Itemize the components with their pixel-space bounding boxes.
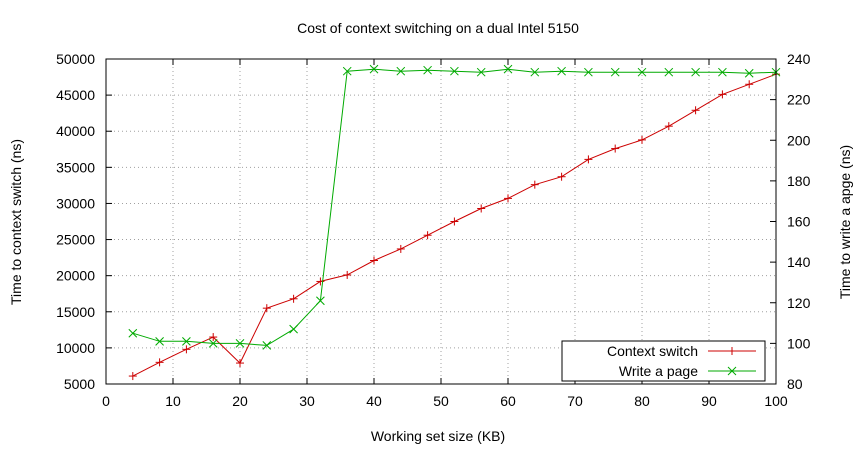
data-point-context-switch [128, 372, 137, 381]
x-tick-label: 80 [634, 393, 650, 409]
grid [106, 59, 776, 384]
data-point-context-switch [504, 194, 512, 203]
data-point-context-switch [396, 244, 405, 253]
y-tick-label: 15000 [56, 304, 95, 320]
x-tick-label: 20 [232, 393, 248, 409]
x-tick-label: 70 [567, 393, 583, 409]
y-tick-label: 10000 [56, 340, 95, 356]
x-tick-label: 30 [299, 393, 315, 409]
y2-axis-title: Time to write a apge (ns) [837, 145, 853, 299]
x-axis-title: Working set size (KB) [371, 428, 505, 444]
y2-tick-label: 140 [787, 254, 811, 270]
y-tick-label: 25000 [56, 232, 95, 248]
data-point-context-switch [664, 122, 673, 131]
data-point-context-switch [423, 231, 432, 240]
data-point-write-a-page [718, 67, 727, 77]
y2-tick-label: 160 [787, 214, 811, 230]
y-tick-label: 40000 [56, 123, 95, 139]
data-point-write-a-page [369, 64, 379, 74]
data-point-context-switch [450, 217, 459, 226]
legend-marker-write-a-page [727, 366, 737, 376]
legend-label-context-switch: Context switch [607, 343, 698, 359]
data-point-write-a-page [637, 67, 647, 77]
data-point-write-a-page [557, 66, 566, 76]
data-point-write-a-page [664, 67, 674, 77]
data-point-write-a-page [235, 339, 245, 348]
legend-samples [708, 347, 756, 376]
x-tick-label: 100 [764, 393, 788, 409]
x-tick-label: 40 [366, 393, 382, 409]
y-tick-label: 30000 [56, 195, 95, 211]
data-point-context-switch [182, 345, 191, 354]
data-point-write-a-page [155, 336, 164, 346]
legend: Context switch Write a page [561, 340, 766, 382]
x-tick-label: 90 [701, 393, 717, 409]
data-point-write-a-page [289, 324, 298, 334]
data-point-write-a-page [128, 328, 138, 338]
y2-tick-label: 220 [787, 92, 811, 108]
data-point-context-switch [155, 358, 164, 367]
data-point-write-a-page [342, 66, 352, 76]
data-point-context-switch [530, 180, 539, 189]
legend-marker-context-switch [728, 347, 736, 355]
data-point-context-switch [584, 155, 593, 164]
data-point-context-switch [289, 294, 298, 303]
data-point-write-a-page [744, 68, 754, 78]
data-point-write-a-page [476, 67, 486, 77]
data-point-write-a-page [584, 67, 593, 77]
data-point-write-a-page [182, 336, 191, 346]
data-point-write-a-page [262, 341, 272, 350]
data-point-context-switch [718, 90, 727, 99]
data-point-write-a-page [316, 296, 325, 306]
y2-tick-label: 180 [787, 173, 811, 189]
tick-labels: 0 10 20 30 40 50 60 70 80 90 100 5000 10000 15000 2000… [56, 51, 811, 409]
y-tick-label: 5000 [64, 376, 95, 392]
data-point-write-a-page [610, 67, 620, 77]
chart-title: Cost of context switching on a dual Inte… [297, 20, 579, 36]
data-point-context-switch [236, 359, 244, 368]
data-point-write-a-page [208, 339, 218, 348]
y2-tick-label: 80 [787, 376, 803, 392]
data-point-context-switch [209, 333, 218, 342]
y-tick-label: 45000 [56, 87, 95, 103]
x-tick-label: 60 [500, 393, 516, 409]
data-point-write-a-page [503, 64, 513, 74]
legend-box [561, 340, 766, 382]
series-layer [128, 64, 781, 381]
x-tick-label: 10 [165, 393, 181, 409]
data-point-context-switch [343, 270, 352, 279]
data-point-context-switch [611, 144, 620, 153]
data-point-write-a-page [530, 67, 540, 77]
series-line-write-a-page [132, 68, 777, 346]
y-tick-label: 20000 [56, 268, 95, 284]
data-point-write-a-page [396, 66, 406, 76]
x-tick-label: 50 [433, 393, 449, 409]
y2-tick-label: 100 [787, 335, 811, 351]
data-point-context-switch [557, 172, 566, 181]
y2-tick-label: 120 [787, 295, 811, 311]
data-point-context-switch [745, 80, 754, 89]
data-point-write-a-page [691, 67, 700, 77]
data-point-context-switch [477, 204, 486, 213]
data-point-write-a-page [423, 65, 432, 75]
data-point-context-switch [262, 304, 271, 313]
y2-tick-label: 240 [787, 51, 811, 67]
y-tick-label: 35000 [56, 159, 95, 175]
legend-label-write-a-page: Write a page [619, 363, 698, 379]
y-tick-label: 50000 [56, 51, 95, 67]
data-point-write-a-page [450, 66, 459, 76]
y-axis-title: Time to context switch (ns) [8, 139, 24, 305]
x-tick-label: 0 [102, 393, 110, 409]
data-point-context-switch [691, 106, 700, 115]
data-point-context-switch [370, 256, 378, 265]
y2-tick-label: 200 [787, 132, 811, 148]
data-point-context-switch [638, 135, 646, 144]
